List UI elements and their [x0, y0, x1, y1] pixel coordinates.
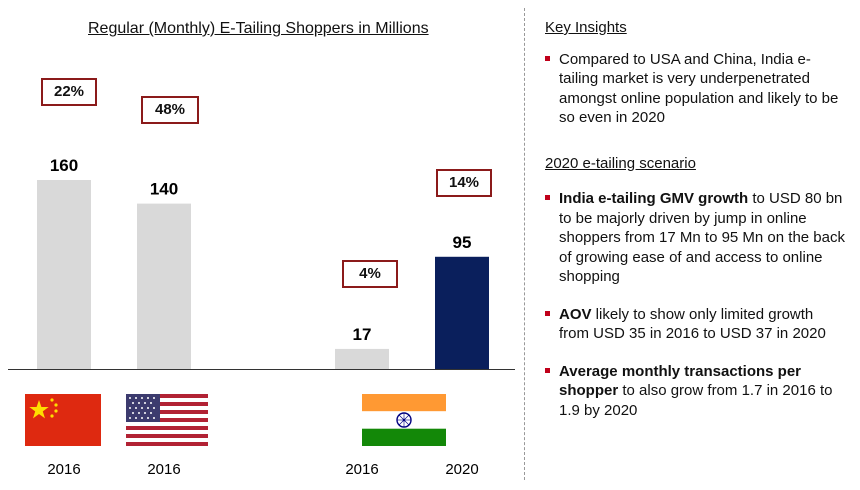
bullet-bold: Average monthly transactions per shopper	[559, 362, 802, 400]
growth-label-china: 22%	[41, 78, 97, 106]
scenario-bullet-gmv: India e-tailing GMV growth to USD 80 bn …	[545, 189, 845, 287]
bullet-text: to also grow from 1.7 in 2016 to 1.9 by …	[559, 382, 833, 419]
value-label-china: 160	[50, 156, 78, 175]
bullet-bold: India e-tailing GMV growth	[559, 190, 749, 207]
india-flag-icon	[362, 394, 446, 446]
bar-usa	[137, 203, 191, 369]
growth-label-india-2020: 14%	[436, 169, 492, 197]
year-label-india-2020: 2020	[445, 461, 478, 478]
bar-china	[37, 180, 91, 369]
scenario-title: 2020 e-tailing scenario	[545, 154, 696, 172]
key-insight-text: Compared to USA and China, India e-taili…	[559, 50, 839, 127]
key-insight-bullet: Compared to USA and China, India e-taili…	[545, 50, 845, 128]
key-insights-title: Key Insights	[545, 19, 627, 36]
insights-panel: Key Insights Compared to USA and China, …	[545, 18, 845, 420]
chart-title: Regular (Monthly) E-Tailing Shoppers in …	[88, 20, 429, 37]
bullet-text: likely to show only limited growth from …	[559, 305, 826, 343]
growth-label-usa: 48%	[141, 96, 199, 124]
usa-flag-icon	[126, 394, 208, 446]
year-label-usa: 2016	[147, 461, 180, 478]
scenario-bullet-aov: AOV likely to show only limited growth f…	[545, 305, 845, 344]
growth-label-india-2016: 4%	[342, 260, 398, 288]
value-label-usa: 140	[150, 180, 178, 199]
bar-india-2020	[435, 256, 489, 369]
scenario-bullet-transactions: Average monthly transactions per shopper…	[545, 362, 845, 421]
divider	[524, 8, 525, 480]
bullet-bold: AOV	[559, 305, 592, 323]
bar-india-2016	[335, 348, 389, 369]
bar-chart: 160 2016 140 2016 17 2016 95 2020	[8, 156, 515, 478]
year-label-china: 2016	[47, 461, 80, 478]
value-label-india-2016: 17	[353, 325, 372, 344]
bullet-text: to USD 80 bn to be majorly driven by jum…	[559, 190, 845, 285]
year-label-india-2016: 2016	[345, 461, 378, 478]
value-label-india-2020: 95	[453, 233, 472, 252]
china-flag-icon	[25, 394, 101, 446]
